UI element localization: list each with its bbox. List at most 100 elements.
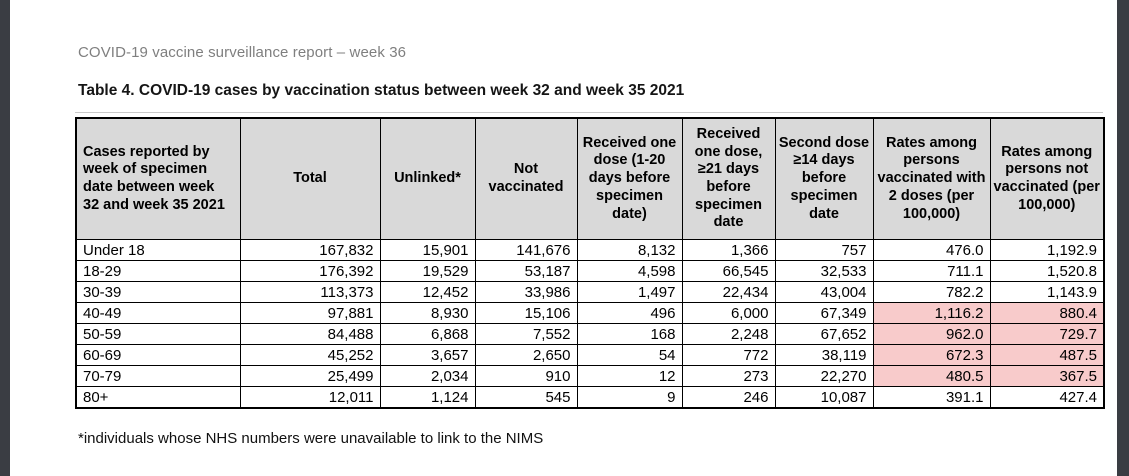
rate-cell: 1,520.8 — [989, 260, 1105, 282]
value-cell: 66,545 — [681, 260, 776, 282]
value-cell: 496 — [576, 302, 683, 324]
value-cell: 2,034 — [379, 365, 476, 387]
rate-cell: 487.5 — [989, 344, 1105, 366]
row-label-cell: 50-59 — [75, 323, 241, 345]
right-edge-bar — [1117, 0, 1129, 476]
value-cell: 67,349 — [774, 302, 874, 324]
value-cell: 38,119 — [774, 344, 874, 366]
value-cell: 1,497 — [576, 281, 683, 303]
header-row: Cases reported by week of specimen date … — [75, 117, 1105, 240]
value-cell: 84,488 — [239, 323, 381, 345]
value-cell: 33,986 — [474, 281, 578, 303]
value-cell: 15,106 — [474, 302, 578, 324]
value-cell: 910 — [474, 365, 578, 387]
rate-cell: 880.4 — [989, 302, 1105, 324]
value-cell: 67,652 — [774, 323, 874, 345]
value-cell: 1,366 — [681, 239, 776, 261]
value-cell: 25,499 — [239, 365, 381, 387]
value-cell: 168 — [576, 323, 683, 345]
value-cell: 2,650 — [474, 344, 578, 366]
table-row: 18-29 176,392 19,529 53,187 4,598 66,545 32,53… — [75, 260, 1105, 282]
rate-cell: 1,143.9 — [989, 281, 1105, 303]
rate-cell: 476.0 — [872, 239, 991, 261]
value-cell: 772 — [681, 344, 776, 366]
value-cell: 54 — [576, 344, 683, 366]
value-cell: 97,881 — [239, 302, 381, 324]
table-row: 40-49 97,881 8,930 15,106 496 6,000 67,349 1,11… — [75, 302, 1105, 324]
value-cell: 53,187 — [474, 260, 578, 282]
table-body: Under 18 167,832 15,901 141,676 8,132 1,366 75… — [75, 239, 1105, 409]
value-cell: 12 — [576, 365, 683, 387]
column-header: Not vaccinated — [474, 117, 578, 240]
value-cell: 273 — [681, 365, 776, 387]
value-cell: 141,676 — [474, 239, 578, 261]
footnote: *individuals whose NHS numbers were unav… — [78, 430, 544, 447]
table-row: 30-39 113,373 12,452 33,986 1,497 22,434 43,00… — [75, 281, 1105, 303]
value-cell: 22,434 — [681, 281, 776, 303]
rate-cell: 1,192.9 — [989, 239, 1105, 261]
rate-cell: 782.2 — [872, 281, 991, 303]
value-cell: 246 — [681, 386, 776, 409]
table-row: 80+ 12,011 1,124 545 9 246 10,087 391.1 427.4 — [75, 386, 1105, 409]
value-cell: 6,868 — [379, 323, 476, 345]
table-row: 50-59 84,488 6,868 7,552 168 2,248 67,652 962.0… — [75, 323, 1105, 345]
column-header: Received one dose (1-20 days before spec… — [576, 117, 683, 240]
row-label-cell: 18-29 — [75, 260, 241, 282]
value-cell: 4,598 — [576, 260, 683, 282]
value-cell: 10,087 — [774, 386, 874, 409]
row-label-cell: 70-79 — [75, 365, 241, 387]
column-header: Unlinked* — [379, 117, 476, 240]
value-cell: 113,373 — [239, 281, 381, 303]
value-cell: 9 — [576, 386, 683, 409]
value-cell: 15,901 — [379, 239, 476, 261]
rate-cell: 367.5 — [989, 365, 1105, 387]
table-title: Table 4. COVID-19 cases by vaccination s… — [78, 82, 685, 99]
table-header: Cases reported by week of specimen date … — [75, 117, 1105, 240]
rate-cell: 1,116.2 — [872, 302, 991, 324]
column-header: Total — [239, 117, 381, 240]
column-header: Rates among persons not vaccinated (per … — [989, 117, 1105, 240]
value-cell: 3,657 — [379, 344, 476, 366]
value-cell: 12,452 — [379, 281, 476, 303]
row-label-cell: 80+ — [75, 386, 241, 409]
value-cell: 757 — [774, 239, 874, 261]
value-cell: 167,832 — [239, 239, 381, 261]
report-running-header: COVID-19 vaccine surveillance report – w… — [78, 44, 407, 61]
value-cell: 176,392 — [239, 260, 381, 282]
column-header: Cases reported by week of specimen date … — [75, 117, 241, 240]
value-cell: 45,252 — [239, 344, 381, 366]
row-label-cell: 60-69 — [75, 344, 241, 366]
cases-by-vaccination-status-table: Cases reported by week of specimen date … — [75, 117, 1105, 409]
value-cell: 43,004 — [774, 281, 874, 303]
row-label-cell: 30-39 — [75, 281, 241, 303]
table-row: Under 18 167,832 15,901 141,676 8,132 1,366 75… — [75, 239, 1105, 261]
value-cell: 12,011 — [239, 386, 381, 409]
rate-cell: 480.5 — [872, 365, 991, 387]
value-cell: 2,248 — [681, 323, 776, 345]
value-cell: 22,270 — [774, 365, 874, 387]
value-cell: 8,132 — [576, 239, 683, 261]
row-label-cell: 40-49 — [75, 302, 241, 324]
rate-cell: 427.4 — [989, 386, 1105, 409]
value-cell: 545 — [474, 386, 578, 409]
value-cell: 7,552 — [474, 323, 578, 345]
row-label-cell: Under 18 — [75, 239, 241, 261]
left-edge-bar — [0, 0, 10, 476]
value-cell: 19,529 — [379, 260, 476, 282]
rate-cell: 391.1 — [872, 386, 991, 409]
value-cell: 8,930 — [379, 302, 476, 324]
column-header: Second dose ≥14 days before specimen dat… — [774, 117, 874, 240]
rate-cell: 711.1 — [872, 260, 991, 282]
column-header: Rates among persons vaccinated with 2 do… — [872, 117, 991, 240]
value-cell: 1,124 — [379, 386, 476, 409]
rate-cell: 672.3 — [872, 344, 991, 366]
value-cell: 32,533 — [774, 260, 874, 282]
rate-cell: 962.0 — [872, 323, 991, 345]
table-row: 70-79 25,499 2,034 910 12 273 22,270 480.5 367.5 — [75, 365, 1105, 387]
column-header: Received one dose, ≥21 days before speci… — [681, 117, 776, 240]
rate-cell: 729.7 — [989, 323, 1105, 345]
value-cell: 6,000 — [681, 302, 776, 324]
table-row: 60-69 45,252 3,657 2,650 54 772 38,119 672.3 487… — [75, 344, 1105, 366]
table-top-hairline — [75, 112, 1103, 113]
